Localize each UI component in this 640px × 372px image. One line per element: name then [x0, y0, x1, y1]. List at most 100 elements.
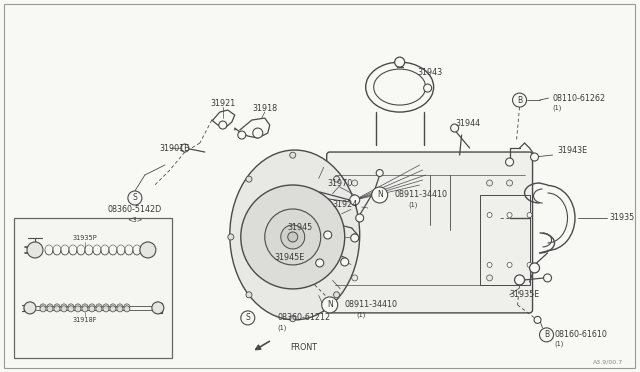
- Circle shape: [61, 304, 67, 310]
- Circle shape: [68, 306, 74, 312]
- Circle shape: [75, 304, 81, 310]
- Circle shape: [507, 212, 512, 218]
- Text: 08160-61610: 08160-61610: [554, 330, 607, 339]
- Circle shape: [372, 187, 388, 203]
- Circle shape: [527, 212, 532, 218]
- Circle shape: [322, 297, 338, 313]
- Circle shape: [152, 302, 164, 314]
- Circle shape: [352, 180, 358, 186]
- Circle shape: [89, 306, 95, 312]
- Bar: [14, 218, 172, 358]
- Circle shape: [534, 317, 541, 323]
- Circle shape: [82, 304, 88, 310]
- Circle shape: [507, 180, 513, 186]
- Circle shape: [513, 93, 527, 107]
- Text: 08360-61212: 08360-61212: [278, 313, 331, 323]
- Circle shape: [228, 234, 234, 240]
- Circle shape: [24, 302, 36, 314]
- Circle shape: [356, 214, 364, 222]
- Circle shape: [395, 57, 404, 67]
- Circle shape: [124, 304, 130, 310]
- Circle shape: [487, 262, 492, 267]
- Text: 31943: 31943: [417, 68, 442, 77]
- Circle shape: [246, 292, 252, 298]
- Text: A3.9/00.7: A3.9/00.7: [593, 359, 623, 364]
- Circle shape: [110, 304, 116, 310]
- Circle shape: [40, 306, 46, 312]
- Circle shape: [333, 292, 340, 298]
- Circle shape: [506, 158, 513, 166]
- Text: FRONT: FRONT: [290, 343, 317, 352]
- Text: N: N: [327, 301, 333, 310]
- Circle shape: [352, 275, 358, 281]
- Circle shape: [54, 306, 60, 312]
- Ellipse shape: [230, 150, 360, 320]
- Circle shape: [181, 144, 189, 152]
- Circle shape: [288, 232, 298, 242]
- Circle shape: [117, 304, 123, 310]
- Text: 31935: 31935: [609, 214, 635, 222]
- Circle shape: [543, 274, 552, 282]
- Circle shape: [253, 128, 263, 138]
- Text: 08110-61262: 08110-61262: [552, 94, 605, 103]
- Text: S: S: [245, 313, 250, 323]
- Text: (1): (1): [278, 325, 287, 331]
- Text: 31944: 31944: [455, 119, 480, 128]
- Bar: [479, 195, 529, 285]
- Circle shape: [140, 242, 156, 258]
- Text: 08911-34410: 08911-34410: [345, 301, 397, 310]
- Circle shape: [486, 275, 493, 281]
- Text: 31901E: 31901E: [160, 144, 190, 153]
- Circle shape: [540, 328, 554, 342]
- Circle shape: [486, 180, 493, 186]
- Text: (1): (1): [552, 105, 562, 111]
- Circle shape: [40, 304, 46, 310]
- Circle shape: [487, 212, 492, 218]
- Circle shape: [349, 195, 360, 205]
- Circle shape: [241, 311, 255, 325]
- Text: N: N: [377, 190, 383, 199]
- Text: B: B: [544, 330, 549, 339]
- Circle shape: [529, 263, 540, 273]
- Circle shape: [507, 262, 512, 267]
- Text: 31945E: 31945E: [275, 253, 305, 262]
- Circle shape: [531, 153, 538, 161]
- Circle shape: [424, 84, 431, 92]
- Circle shape: [324, 231, 332, 239]
- Circle shape: [290, 316, 296, 322]
- Text: 31924: 31924: [332, 201, 358, 209]
- Circle shape: [246, 176, 252, 182]
- Circle shape: [54, 304, 60, 310]
- Text: (1): (1): [356, 312, 366, 318]
- Circle shape: [219, 121, 227, 129]
- Text: 31935P: 31935P: [72, 235, 97, 241]
- Text: 31945: 31945: [287, 224, 313, 232]
- Text: S: S: [132, 193, 137, 202]
- Circle shape: [451, 124, 459, 132]
- Circle shape: [352, 234, 358, 240]
- Circle shape: [27, 242, 43, 258]
- Circle shape: [527, 262, 532, 267]
- Circle shape: [281, 225, 305, 249]
- Circle shape: [89, 304, 95, 310]
- Circle shape: [103, 306, 109, 312]
- Circle shape: [290, 152, 296, 158]
- Circle shape: [316, 259, 324, 267]
- Circle shape: [265, 209, 321, 265]
- Text: 31935E: 31935E: [509, 291, 540, 299]
- Text: 31970: 31970: [327, 179, 353, 187]
- Text: 31921: 31921: [210, 99, 236, 108]
- Circle shape: [241, 185, 345, 289]
- Circle shape: [47, 306, 53, 312]
- Circle shape: [238, 131, 246, 139]
- Text: B: B: [517, 96, 522, 105]
- Text: <3>: <3>: [127, 217, 143, 223]
- Circle shape: [75, 306, 81, 312]
- Text: 08360-5142D: 08360-5142D: [108, 205, 162, 215]
- Text: 31943E: 31943E: [557, 145, 588, 154]
- Circle shape: [117, 306, 123, 312]
- Circle shape: [128, 191, 142, 205]
- Circle shape: [82, 306, 88, 312]
- Text: 31918F: 31918F: [73, 317, 97, 323]
- Circle shape: [333, 176, 340, 182]
